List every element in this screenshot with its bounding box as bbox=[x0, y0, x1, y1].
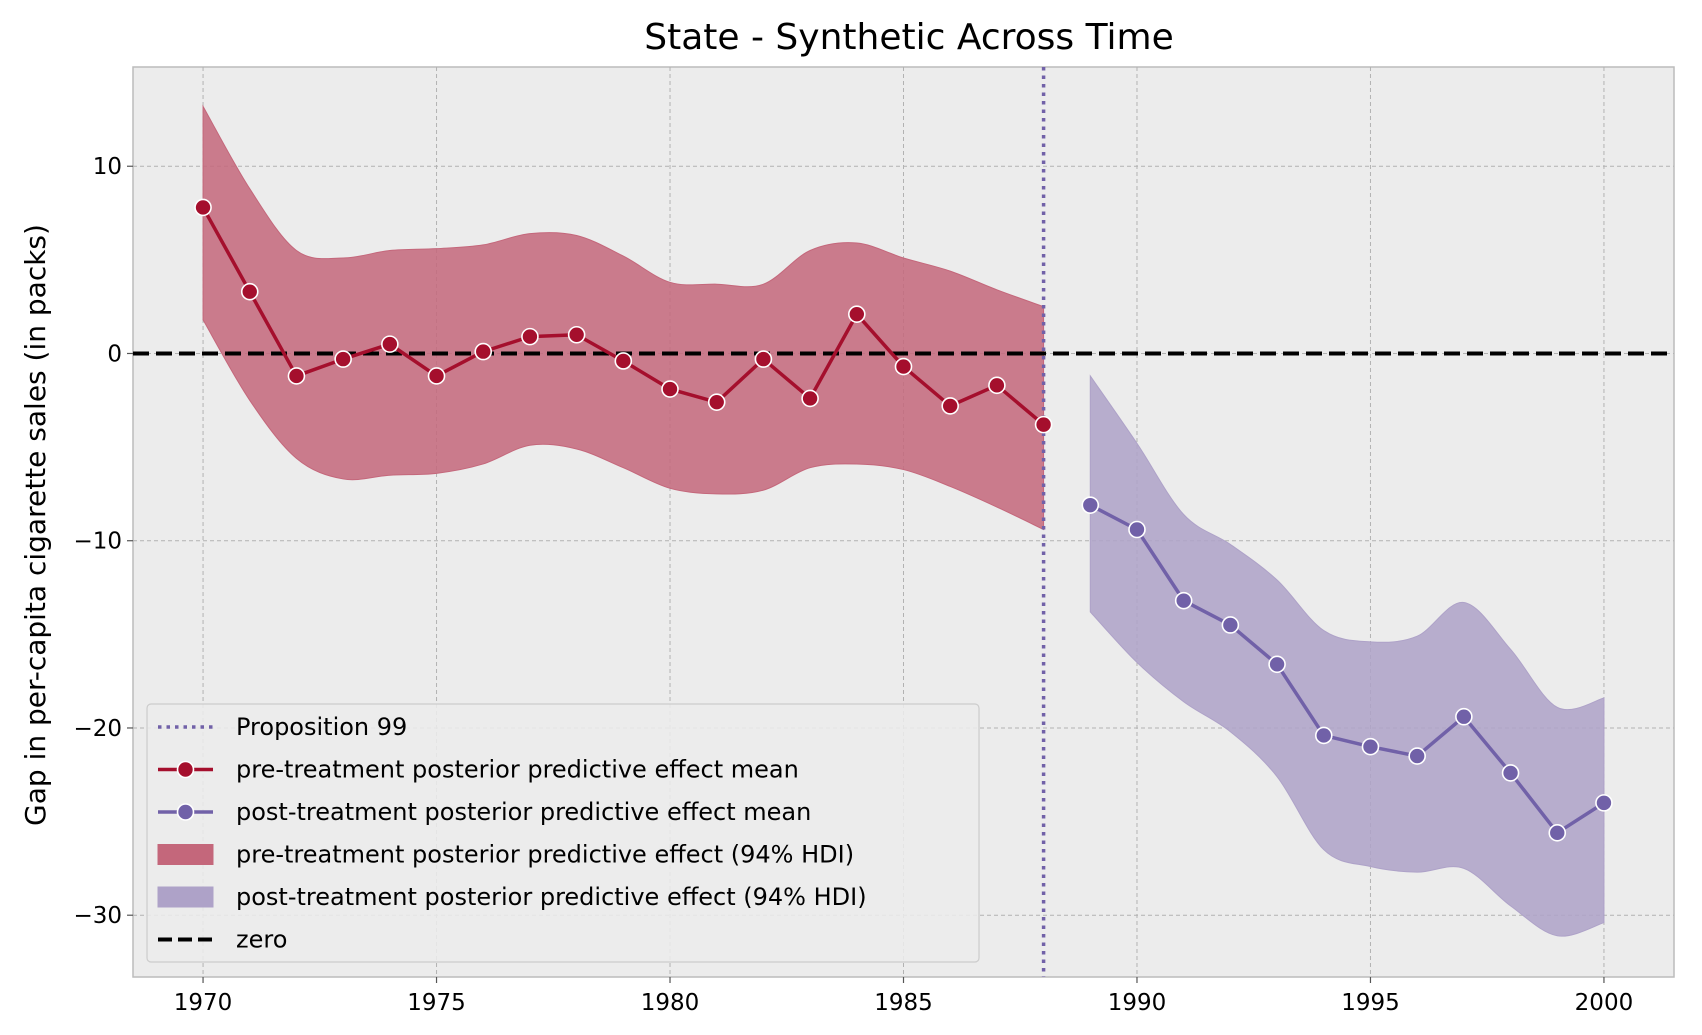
x-tick-label: 1990 bbox=[1108, 990, 1167, 1016]
data-point bbox=[661, 380, 679, 398]
legend-pre-treatment-hdi-label: pre-treatment posterior predictive effec… bbox=[236, 841, 854, 869]
x-tick-label: 1970 bbox=[174, 990, 233, 1016]
x-tick-label: 1975 bbox=[407, 990, 466, 1016]
x-tick-label: 2000 bbox=[1575, 990, 1634, 1016]
data-point bbox=[1408, 747, 1426, 765]
legend: Proposition 99 pre-treatment posterior pr… bbox=[146, 703, 980, 963]
data-point bbox=[1314, 726, 1333, 745]
data-point bbox=[894, 357, 913, 376]
legend-pre-treatment-hdi-patch bbox=[157, 844, 214, 865]
chart-title: State - Synthetic Across Time bbox=[644, 17, 1173, 58]
data-point bbox=[1174, 591, 1193, 610]
data-point bbox=[941, 397, 959, 415]
plot-area: 1970 1975 1980 1985 1990 1995 2000 10 0 −10 −20 −30… bbox=[73, 66, 1675, 1016]
data-point bbox=[1128, 520, 1146, 539]
legend-post-treatment-hdi-patch bbox=[157, 886, 214, 908]
data-point bbox=[194, 198, 212, 217]
data-point bbox=[521, 327, 539, 346]
legend-pre-treatment-mean-marker bbox=[176, 760, 195, 779]
legend-zero-label: zero bbox=[236, 926, 287, 954]
data-point bbox=[474, 342, 493, 361]
data-point bbox=[1595, 794, 1613, 812]
x-tick-label: 1980 bbox=[641, 990, 700, 1016]
legend-post-treatment-mean-label: post-treatment posterior predictive effe… bbox=[236, 798, 811, 826]
legend-box bbox=[146, 703, 980, 963]
data-point bbox=[1221, 616, 1240, 634]
data-point bbox=[1501, 764, 1520, 782]
x-tick-label: 1985 bbox=[874, 990, 933, 1016]
data-point bbox=[334, 350, 352, 368]
data-point bbox=[287, 367, 306, 385]
post-treatment-hdi-band bbox=[1089, 374, 1605, 937]
post-treatment-mean-line bbox=[1089, 503, 1605, 835]
data-point bbox=[240, 282, 259, 301]
legend-post-treatment-mean-marker bbox=[176, 803, 195, 821]
data-point bbox=[1548, 824, 1567, 842]
legend-pre-treatment-mean-label: pre-treatment posterior predictive effec… bbox=[236, 756, 799, 784]
data-point bbox=[801, 389, 819, 408]
data-point bbox=[1034, 415, 1053, 434]
data-point bbox=[988, 376, 1006, 395]
data-point bbox=[1361, 737, 1380, 756]
data-point bbox=[427, 367, 446, 385]
legend-post-treatment-hdi-label: post-treatment posterior predictive effe… bbox=[236, 883, 867, 911]
y-tick-label: −30 bbox=[73, 903, 122, 929]
data-point bbox=[567, 325, 586, 344]
data-point bbox=[754, 350, 773, 368]
legend-proposition-99-label: Proposition 99 bbox=[236, 713, 407, 741]
y-tick-label: −10 bbox=[73, 529, 122, 555]
data-point bbox=[614, 352, 633, 370]
y-tick-label: −20 bbox=[73, 716, 122, 742]
y-tick-label: 10 bbox=[93, 154, 122, 180]
x-tick-label: 1995 bbox=[1341, 990, 1400, 1016]
data-point bbox=[707, 393, 726, 411]
data-point bbox=[381, 335, 399, 353]
data-point bbox=[1268, 655, 1286, 674]
y-tick-label: 0 bbox=[107, 341, 122, 367]
data-point bbox=[1455, 707, 1473, 726]
y-axis-title: Gap in per-capita cigarette sales (in pa… bbox=[19, 224, 52, 826]
data-point bbox=[1081, 496, 1100, 514]
data-point bbox=[848, 305, 866, 323]
